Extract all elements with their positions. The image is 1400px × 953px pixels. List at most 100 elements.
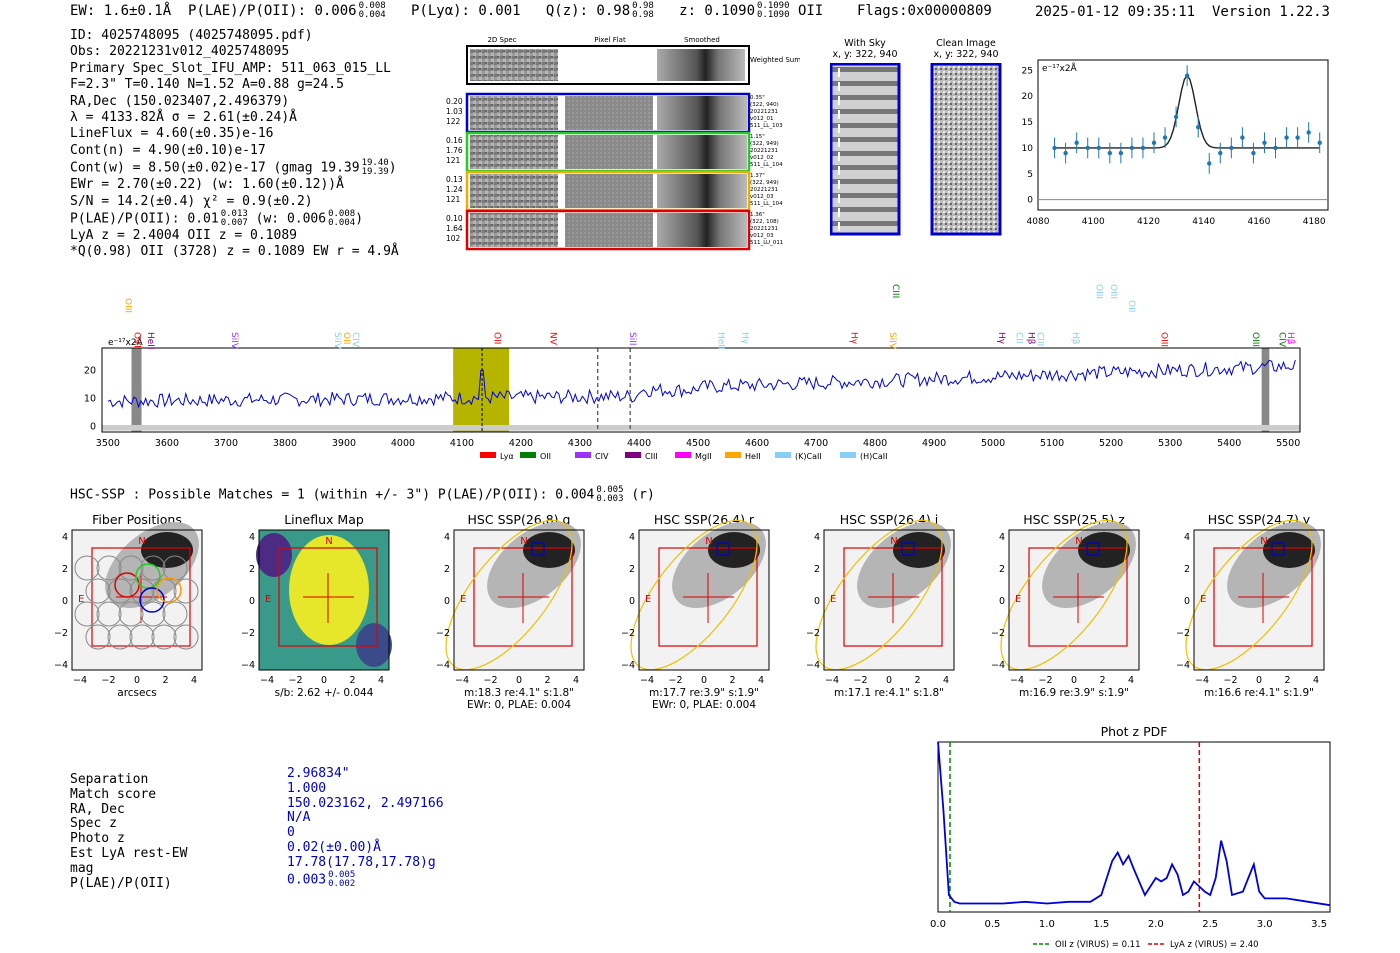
fiber-circle	[85, 624, 111, 650]
legend-lya-label: LyA z (VIRUS) = 2.40	[1170, 940, 1259, 950]
spectral-line-label: SiIV	[332, 332, 342, 350]
panel-xtick: 0	[1256, 675, 1262, 686]
clean-title: Clean Image	[936, 38, 996, 49]
spectrum-xtick: 5000	[981, 438, 1005, 449]
legend-label: MgII	[695, 452, 712, 461]
panel-ytick: 0	[1184, 596, 1190, 607]
fit-ytick: 15	[1022, 118, 1033, 128]
panel-xtick: 2	[729, 675, 735, 686]
panel-xtick: 4	[943, 675, 949, 686]
panel-ytick: −4	[991, 660, 1005, 671]
image-panel: NE	[815, 519, 955, 671]
panel-caption: m:18.3 re:4.1" s:1.8"	[464, 687, 574, 699]
match-marker	[531, 542, 545, 556]
weighted-sum-label: Weighted Sum	[750, 56, 800, 64]
fit-data-point	[1085, 145, 1090, 151]
panel-xtick: −2	[101, 675, 115, 686]
panel-title: HSC SSP(26.4) r	[654, 512, 755, 527]
spectral-line-label: SiIV	[887, 332, 897, 350]
fit-data-point	[1107, 150, 1113, 156]
lineflux-low	[256, 533, 292, 577]
cutout-pixelflat	[565, 135, 653, 169]
panel-title: Lineflux Map	[284, 512, 364, 527]
with-sky-coords: x, y: 322, 940	[832, 49, 898, 60]
fit-data-point	[1251, 150, 1256, 156]
panel-ytick: 2	[249, 564, 255, 575]
cutout-note: v012_02	[750, 155, 774, 161]
north-label: N	[705, 536, 712, 547]
cutout-stat: 0.10	[446, 214, 463, 223]
fit-data-point	[1273, 145, 1278, 151]
panel-frame	[1008, 529, 1140, 671]
panel-xtick: 2	[914, 675, 920, 686]
panel-title: HSC SSP(24.7) y	[1208, 512, 1311, 527]
image-panel: NE	[445, 519, 585, 671]
cont-w-text: Cont(w) = 8.50(±0.02)e-17 (gmag 19.39	[70, 160, 360, 176]
east-label: E	[1015, 594, 1021, 605]
match-value: 0.003 0.005 0.002	[287, 870, 444, 889]
fiber-circle	[151, 624, 177, 650]
panel-ytick: −4	[621, 660, 635, 671]
fit-ytick: 0	[1027, 196, 1033, 206]
header-plae: P(LAE)/P(OII): 0.006	[188, 3, 357, 19]
fit-data-point	[1052, 145, 1057, 151]
panel-caption-2: EWr: 0, PLAE: 0.004	[467, 699, 571, 711]
header-summary: EW: 1.6±0.1Å P(LAE)/P(OII): 0.006 0.008 0.…	[70, 2, 992, 20]
match-label: mag	[70, 860, 94, 876]
cutout-note: (322, 940)	[750, 102, 779, 108]
legend-label: HeII	[745, 452, 761, 461]
galaxy-core	[141, 532, 193, 568]
panel-xtick: 0	[321, 675, 327, 686]
image-panel: NE	[1000, 519, 1140, 671]
cutout-2dspec	[470, 174, 558, 208]
fit-ytick: 5	[1027, 170, 1033, 180]
panel-frame	[453, 529, 585, 671]
panel-xtick: 0	[134, 675, 140, 686]
panel-ytick: −2	[1176, 628, 1190, 639]
fiber-circle	[107, 578, 133, 604]
cutout-stat: 1.76	[446, 146, 463, 155]
cutout-note: v012_03	[750, 233, 774, 239]
spectral-line-label: Hγ	[996, 332, 1006, 345]
fit-xtick: 4100	[1082, 217, 1105, 227]
panel-ytick: −4	[806, 660, 820, 671]
info-line: LyA z = 2.4004 OII z = 0.1089	[70, 228, 297, 244]
north-label: N	[520, 536, 527, 547]
photz-xtick: 3.0	[1257, 919, 1273, 930]
panel-ytick: −4	[436, 660, 450, 671]
fiber-circle	[173, 624, 199, 650]
fiber-circle	[173, 578, 199, 604]
panel-ytick: 4	[814, 532, 820, 543]
fiber-circle	[140, 555, 166, 581]
photz-xtick: 3.5	[1311, 919, 1327, 930]
panel-ytick: −2	[436, 628, 450, 639]
match-values: 2.96834" 1.000 150.023162, 2.497166 N/A …	[287, 766, 444, 889]
match-labels: Separation Match score RA, Dec Spec z Ph…	[70, 772, 187, 891]
spectral-line-label: CIV	[1276, 332, 1286, 348]
spectral-line-label: Hγ	[848, 332, 858, 345]
legend-swatch	[480, 452, 496, 458]
spectral-line-label: OIII	[1093, 284, 1103, 299]
panel-ytick: −2	[621, 628, 635, 639]
with-sky-label: With Sky x, y: 322, 940	[830, 38, 900, 60]
fit-ytick: 10	[1022, 144, 1034, 154]
masked-region	[1261, 348, 1270, 432]
header-qz-lo: 0.98	[632, 10, 654, 20]
match-marker	[1271, 542, 1285, 556]
panel-ytick: 4	[444, 532, 450, 543]
plae-lo: 0.007	[220, 218, 248, 229]
fit-data-point	[1284, 135, 1289, 140]
header-z: z: 0.1090	[679, 3, 755, 19]
fit-data-point	[1317, 140, 1322, 145]
plae-text: P(LAE)/P(OII): 0.01	[70, 211, 219, 227]
header-z-lo: 0.1090	[757, 10, 790, 20]
panel-ytick: 0	[444, 596, 450, 607]
fit-xtick: 4160	[1247, 217, 1270, 227]
sky-images	[830, 63, 1002, 236]
cutout-stat: 1.03	[446, 107, 463, 116]
galaxy-core	[893, 532, 945, 568]
spectral-line-label: CIII	[890, 284, 900, 298]
full-spectrum-plot: e⁻¹⁷x2Å 3500 3600 3700 3800 3900 4000 4100 4200 4…	[84, 284, 1301, 461]
spectrum-xtick: 4200	[509, 438, 533, 449]
fit-unit-label: e⁻¹⁷x2Å	[1042, 62, 1078, 74]
